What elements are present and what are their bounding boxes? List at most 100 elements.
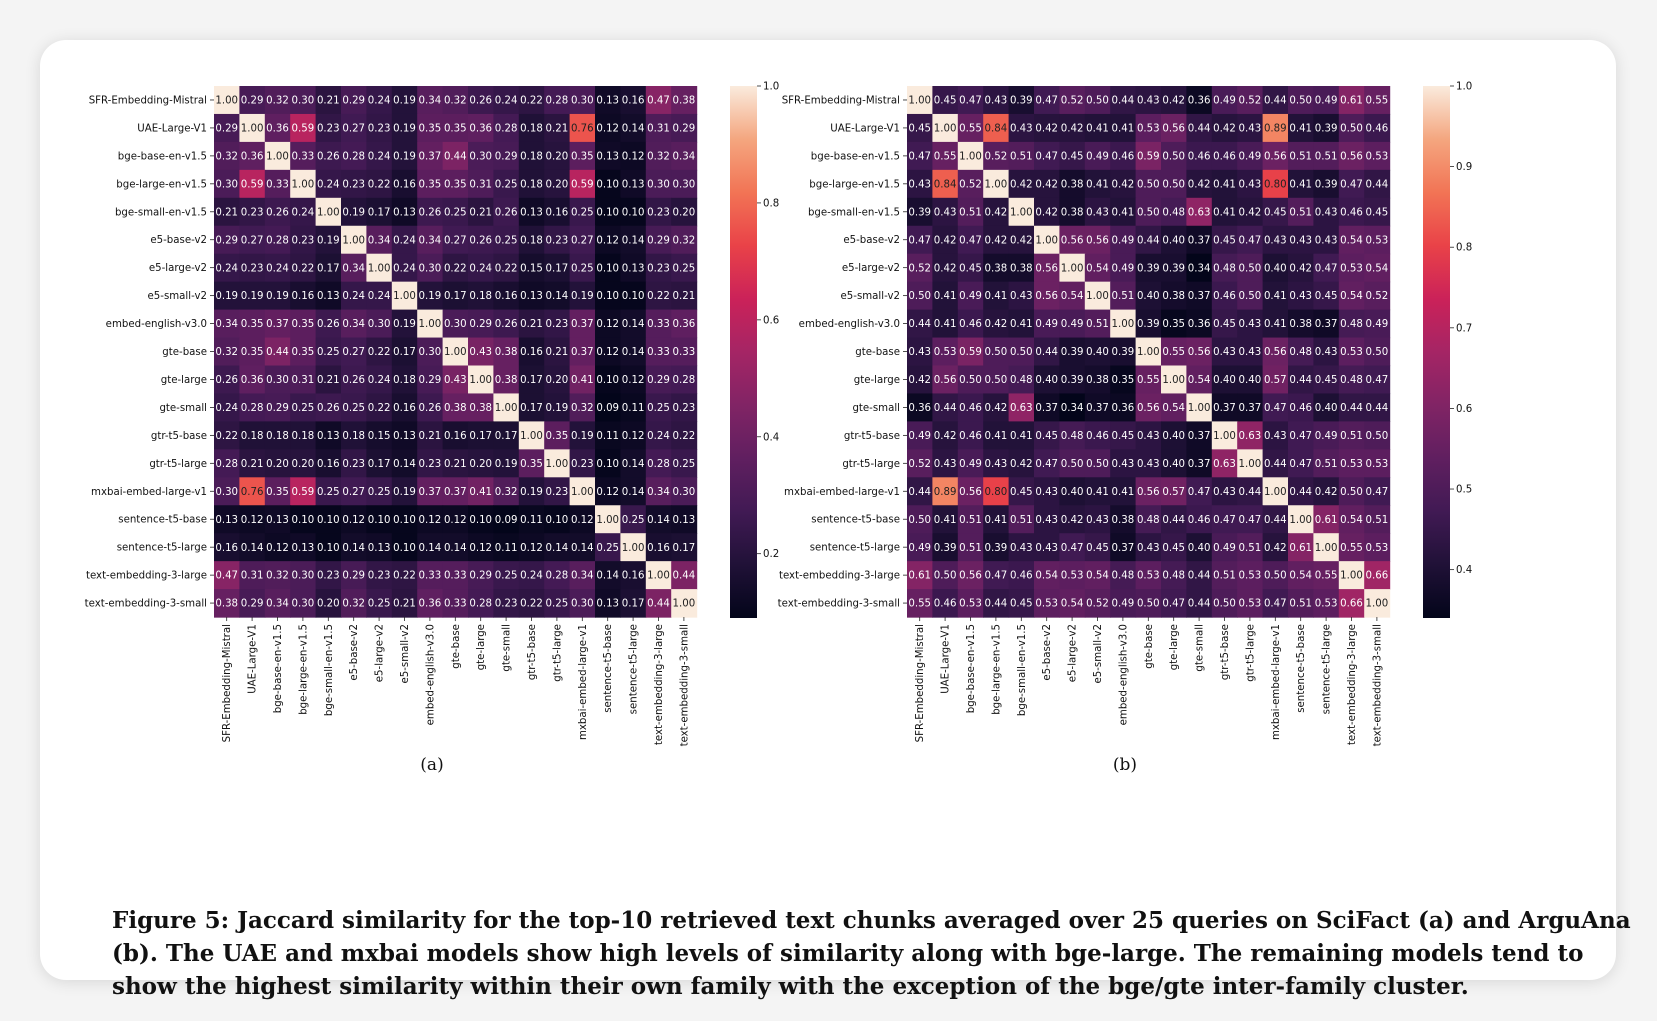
- cell-value-label: 0.51: [1315, 151, 1338, 162]
- heatmap-cell: [544, 141, 571, 171]
- heatmap-cell: [1135, 169, 1162, 199]
- cell-value-label: 0.31: [292, 375, 315, 386]
- cell-value-label: 0.43: [1315, 207, 1338, 218]
- cell-value-label: 0.35: [546, 431, 569, 442]
- heatmap-cell: [957, 533, 984, 562]
- col-label-e5-large-v2: e5-large-v2: [375, 624, 386, 682]
- heatmap-cell: [907, 477, 933, 506]
- cell-value-label: 0.14: [622, 347, 645, 358]
- heatmap-cell: [620, 197, 647, 227]
- heatmap-cell: [569, 309, 596, 339]
- colorbar-tick-label: 0.8: [763, 198, 779, 209]
- heatmap-cell: [518, 449, 545, 478]
- cell-value-label: 0.46: [934, 599, 957, 610]
- heatmap-cell: [1262, 477, 1289, 506]
- heatmap-cell: [442, 197, 469, 227]
- cell-value-label: 0.34: [1188, 263, 1211, 274]
- heatmap-cell: [1034, 421, 1060, 450]
- heatmap-cell: [1135, 505, 1162, 534]
- cell-value-label: 0.29: [241, 599, 264, 610]
- cell-value-label: 0.59: [959, 347, 982, 358]
- cell-value-label: 0.41: [1086, 179, 1109, 190]
- cell-value-label: 0.16: [495, 291, 518, 302]
- row-label-gte-large: gte-large: [161, 375, 207, 386]
- row-label-e5-large-v2: e5-large-v2: [149, 263, 207, 274]
- cell-value-label: 0.17: [495, 431, 518, 442]
- cell-value-label: 0.10: [292, 515, 315, 526]
- heatmap-cell: [341, 281, 367, 311]
- cell-value-label: 0.43: [1035, 543, 1058, 554]
- cell-value-label: 0.52: [908, 459, 931, 470]
- cell-value-label: 0.39: [908, 207, 931, 218]
- cell-value-label: 0.15: [368, 431, 391, 442]
- heatmap-cell: [1262, 197, 1289, 227]
- heatmap-cell: [569, 86, 596, 115]
- heatmap-cell: [957, 393, 984, 422]
- heatmap-cell: [1237, 86, 1264, 115]
- row-label-bge-small-en-v1-5: bge-small-en-v1.5: [115, 207, 207, 218]
- heatmap-cell: [1135, 309, 1162, 339]
- cell-value-label: 0.38: [673, 96, 696, 107]
- cell-value-label: 0.42: [985, 207, 1008, 218]
- cell-value-label: 0.55: [934, 151, 957, 162]
- heatmap-cell: [315, 589, 342, 618]
- cell-value-label: 0.17: [546, 263, 569, 274]
- heatmap-cell: [983, 309, 1010, 339]
- cell-value-label: 0.17: [368, 207, 391, 218]
- heatmap-cell: [671, 281, 698, 311]
- heatmap-cell: [1135, 365, 1162, 395]
- cell-value-label: 0.50: [1213, 599, 1236, 610]
- cell-value-label: 0.50: [1162, 151, 1185, 162]
- cell-value-label: 1.00: [495, 403, 518, 414]
- cell-value-label: 0.26: [317, 403, 340, 414]
- cell-value-label: 0.54: [1086, 571, 1109, 582]
- heatmap-cell: [544, 253, 571, 283]
- heatmap-cell: [417, 477, 444, 506]
- heatmap-cell: [932, 86, 959, 115]
- heatmap-cell: [315, 477, 342, 506]
- cell-value-label: 0.35: [520, 459, 543, 470]
- heatmap-cell: [1364, 225, 1391, 255]
- heatmap-cell: [671, 113, 698, 143]
- cell-value-label: 0.54: [1340, 515, 1363, 526]
- heatmap-cell: [1211, 169, 1238, 199]
- cell-value-label: 0.29: [342, 96, 365, 107]
- cell-value-label: 0.43: [1010, 543, 1033, 554]
- heatmap-cell: [493, 589, 520, 618]
- colorbar-tick-label: 0.9: [1456, 162, 1472, 173]
- heatmap-cell: [315, 281, 342, 311]
- cell-value-label: 0.40: [1162, 431, 1185, 442]
- heatmap-cell: [1034, 589, 1060, 618]
- cell-value-label: 0.55: [959, 124, 982, 135]
- cell-value-label: 0.13: [317, 291, 340, 302]
- cell-value-label: 0.30: [419, 347, 442, 358]
- cell-value-label: 0.36: [1112, 403, 1135, 414]
- heatmap-cell: [1186, 309, 1213, 339]
- cell-value-label: 0.41: [1264, 291, 1287, 302]
- heatmap-cell: [518, 197, 545, 227]
- heatmap-cell: [468, 253, 494, 283]
- cell-value-label: 0.40: [1061, 487, 1084, 498]
- heatmap-cell: [1161, 393, 1187, 422]
- cell-value-label: 0.50: [908, 515, 931, 526]
- heatmap-cell: [1364, 421, 1391, 450]
- heatmap-cell: [1186, 533, 1213, 562]
- cell-value-label: 1.00: [215, 96, 238, 107]
- heatmap-cell: [417, 197, 444, 227]
- row-label-embed-english-v3-0: embed-english-v3.0: [106, 319, 207, 330]
- cell-value-label: 0.48: [1162, 207, 1185, 218]
- heatmap-cell: [1211, 281, 1238, 311]
- heatmap-cell: [671, 561, 698, 590]
- row-label-mxbai-embed-large-v1: mxbai-embed-large-v1: [91, 487, 207, 498]
- heatmap-cell: [1211, 449, 1238, 478]
- cell-value-label: 0.26: [419, 403, 442, 414]
- heatmap-cell: [1135, 225, 1162, 255]
- heatmap-cell: [983, 449, 1010, 478]
- cell-value-label: 0.13: [596, 151, 619, 162]
- heatmap-cell: [518, 113, 545, 143]
- heatmap-cell: [1161, 197, 1187, 227]
- heatmap-cell: [341, 253, 367, 283]
- cell-value-label: 0.45: [1010, 599, 1033, 610]
- heatmap-cell: [315, 86, 342, 115]
- cell-value-label: 0.32: [215, 347, 238, 358]
